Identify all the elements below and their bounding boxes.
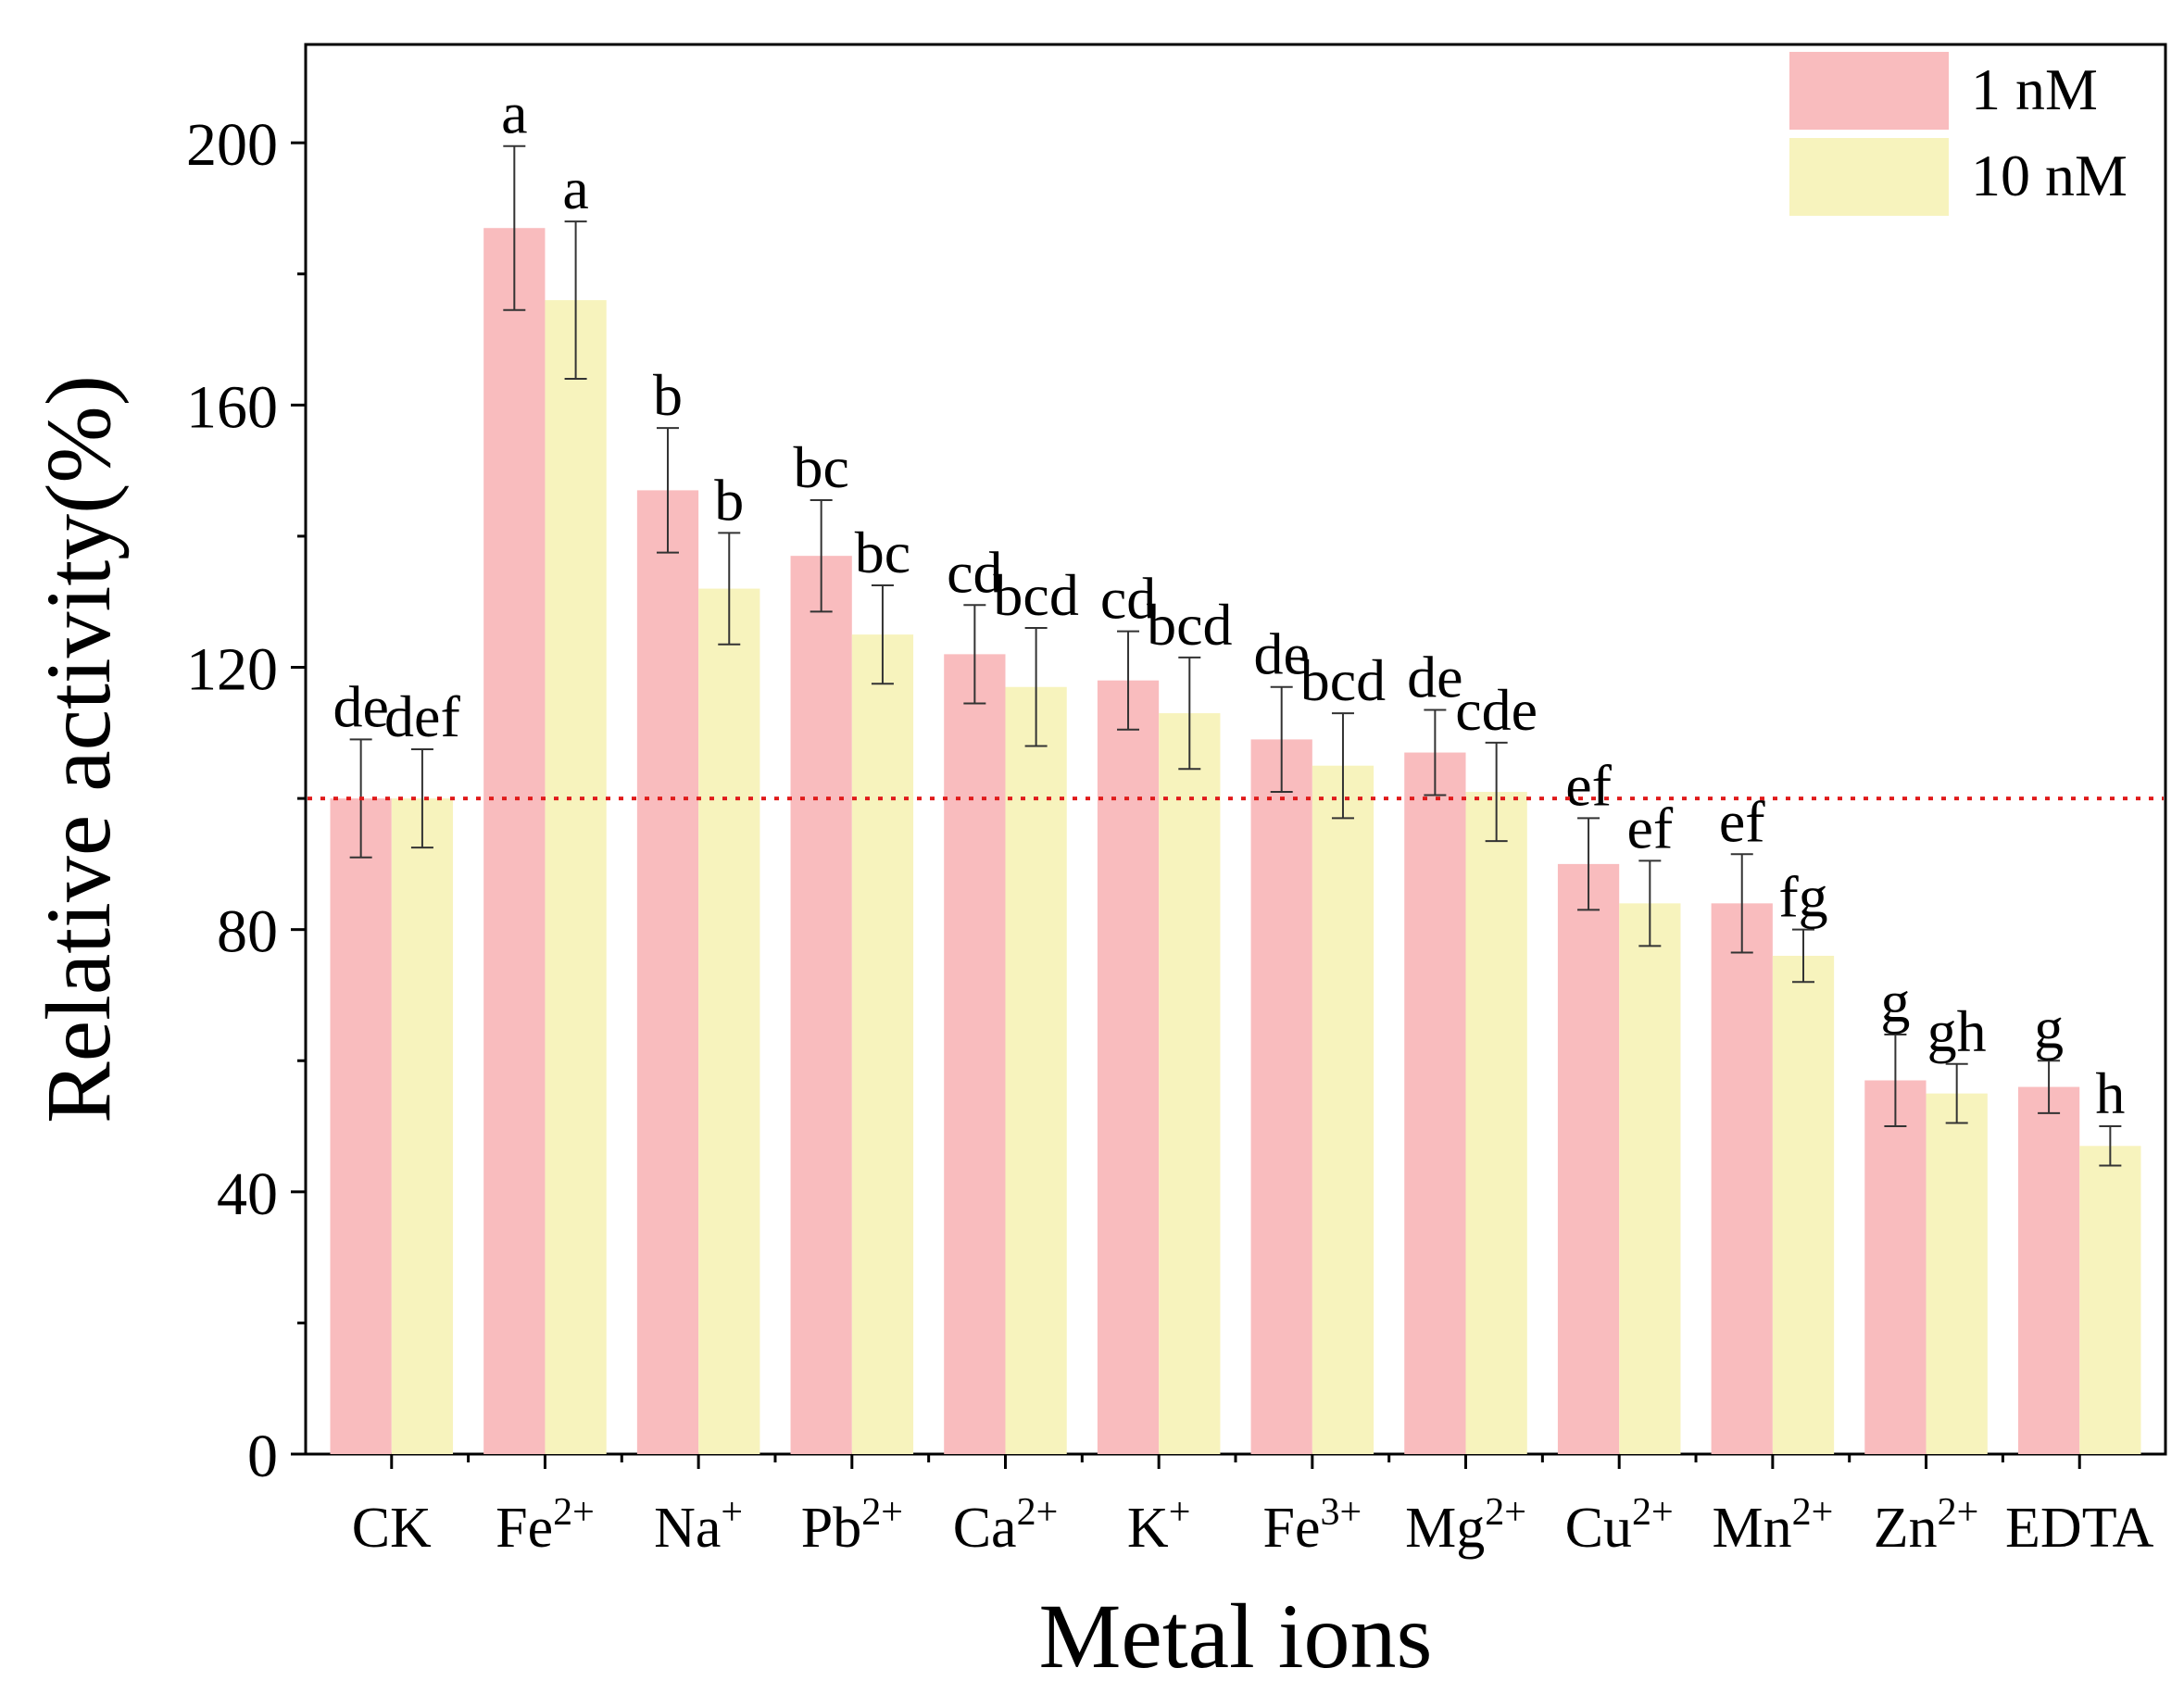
bar — [1097, 680, 1160, 1454]
x-tick-label: Fe2+ — [496, 1491, 595, 1560]
bar — [1711, 903, 1773, 1454]
significance-label: cd — [1100, 566, 1156, 632]
significance-label: cd — [947, 539, 1002, 605]
bar — [1557, 863, 1620, 1454]
y-axis-title: Relative activity(%) — [27, 375, 130, 1123]
significance-label: def — [384, 684, 460, 749]
x-tick-label: Mg2+ — [1405, 1491, 1526, 1560]
bar — [330, 798, 392, 1454]
significance-label: a — [562, 156, 588, 221]
bar — [944, 654, 1006, 1454]
x-tick-label: Pb2+ — [801, 1491, 903, 1560]
significance-label: b — [653, 362, 683, 428]
x-tick-label: Cu2+ — [1565, 1491, 1674, 1560]
x-tick-label: Ca2+ — [953, 1491, 1059, 1560]
y-tick-label: 80 — [217, 898, 278, 966]
bar — [1159, 713, 1221, 1454]
bar — [2079, 1146, 2141, 1454]
bar — [636, 490, 699, 1455]
significance-label: de — [1253, 621, 1309, 687]
bar — [1864, 1080, 1927, 1454]
legend-label: 1 nM — [1971, 56, 2098, 122]
significance-label: h — [2095, 1060, 2125, 1126]
y-tick-label: 40 — [217, 1160, 278, 1228]
bar — [1926, 1093, 1988, 1454]
x-tick-label: Mn2+ — [1712, 1491, 1833, 1560]
significance-label: ef — [1565, 752, 1612, 818]
bar — [790, 556, 852, 1454]
bar — [1465, 792, 1527, 1454]
significance-label: fg — [1778, 864, 1827, 930]
bar — [1404, 752, 1466, 1454]
bar — [1619, 903, 1681, 1454]
significance-label: ef — [1626, 795, 1673, 860]
bar — [391, 798, 454, 1454]
bar — [2017, 1086, 2080, 1454]
significance-label: g — [1880, 969, 1910, 1035]
significance-label: a — [501, 81, 527, 146]
x-tick-label: CK — [352, 1497, 432, 1560]
bar — [1250, 739, 1312, 1454]
bar — [1005, 686, 1067, 1454]
x-axis-title: Metal ions — [1039, 1585, 1433, 1687]
y-tick-label: 120 — [186, 636, 278, 704]
significance-label: gh — [1927, 998, 1987, 1064]
x-axis: CK Fe2+ Na+ Pb2+ Ca2+ K+ Fe3+ Mg2+ Cu2+ Mn2+ Zn2+ E… — [352, 1454, 2154, 1560]
y-tick-label: 0 — [247, 1423, 278, 1490]
significance-label: de — [333, 673, 388, 739]
significance-label: bcd — [1147, 592, 1232, 658]
significance-label: cde — [1455, 677, 1538, 743]
significance-label: g — [2034, 995, 2064, 1060]
legend-label: 10 nM — [1971, 143, 2128, 208]
bar — [698, 588, 760, 1454]
x-tick-label: K+ — [1127, 1491, 1190, 1560]
y-tick-label: 200 — [186, 111, 278, 179]
y-axis: 0 40 80 120 160 200 — [186, 111, 306, 1490]
bar — [1312, 765, 1374, 1454]
significance-label: de — [1407, 645, 1462, 710]
y-tick-label: 160 — [186, 373, 278, 441]
significance-label: ef — [1719, 788, 1765, 854]
x-tick-label: Na+ — [654, 1491, 743, 1560]
x-tick-label: EDTA — [2005, 1497, 2154, 1560]
significance-label: bcd — [993, 562, 1078, 628]
legend: 1 nM 10 nM — [1789, 52, 2128, 216]
legend-swatch — [1789, 52, 1949, 130]
bar — [545, 300, 607, 1454]
bar — [851, 634, 914, 1454]
significance-label: bcd — [1300, 647, 1386, 713]
significance-label: bc — [793, 434, 848, 500]
bar — [483, 228, 546, 1454]
x-tick-label: Zn2+ — [1874, 1491, 1979, 1560]
x-tick-label: Fe3+ — [1262, 1491, 1362, 1560]
significance-label: b — [714, 467, 744, 533]
bar — [1772, 955, 1835, 1454]
significance-label: bc — [855, 520, 910, 585]
legend-swatch — [1789, 138, 1949, 216]
